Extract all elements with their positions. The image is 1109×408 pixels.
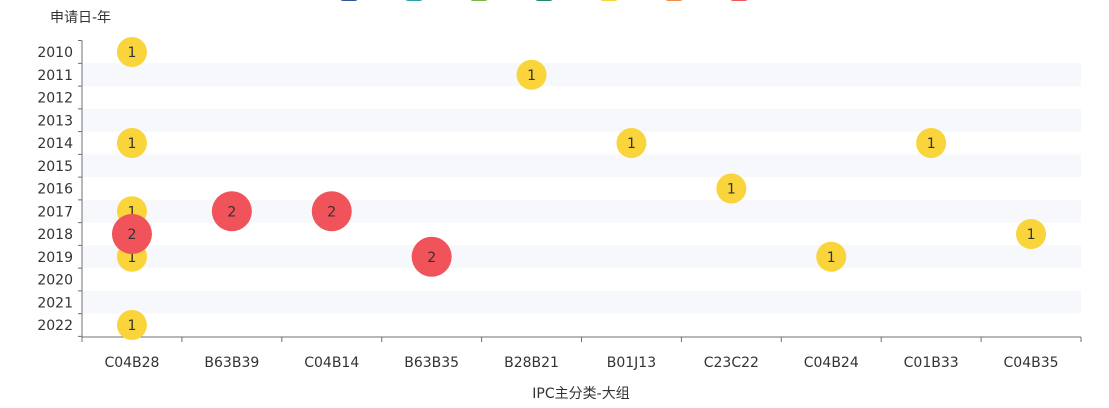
y-tick-label: 2022 <box>37 318 73 334</box>
legend-swatch[interactable] <box>340 0 358 1</box>
data-point[interactable]: 2 <box>112 214 152 254</box>
y-tick-label: 2015 <box>37 159 73 175</box>
y-tick-label: 2012 <box>37 91 73 107</box>
data-point[interactable]: 1 <box>716 174 746 204</box>
legend-swatch[interactable] <box>535 0 553 1</box>
x-tick-label: C23C22 <box>704 355 759 371</box>
grid-band <box>82 63 1081 86</box>
x-tick-label: C04B28 <box>104 355 159 371</box>
data-label: 1 <box>127 45 136 61</box>
y-tick-label: 2011 <box>37 68 73 84</box>
legend-swatch[interactable] <box>665 0 683 1</box>
data-point[interactable]: 1 <box>117 128 147 158</box>
data-label: 1 <box>627 136 636 152</box>
x-tick-label: C04B14 <box>304 355 359 371</box>
data-label: 1 <box>827 250 836 266</box>
x-axis-label: IPC主分类-大组 <box>532 386 629 402</box>
legend-swatch[interactable] <box>470 0 488 1</box>
data-label: 1 <box>1027 227 1036 243</box>
data-label: 1 <box>527 68 536 84</box>
data-point[interactable]: 1 <box>517 60 547 90</box>
x-tick-label: B28B21 <box>504 355 559 371</box>
y-tick-label: 2019 <box>37 250 73 266</box>
legend-swatch[interactable] <box>600 0 618 1</box>
legend-swatch[interactable] <box>405 0 423 1</box>
data-point[interactable]: 2 <box>412 237 452 277</box>
data-point[interactable]: 1 <box>117 37 147 67</box>
data-label: 2 <box>427 250 436 266</box>
y-tick-label: 2016 <box>37 182 73 198</box>
data-point[interactable]: 1 <box>916 128 946 158</box>
data-label: 1 <box>727 182 736 198</box>
x-tick-label: C04B24 <box>804 355 859 371</box>
legend-swatch[interactable] <box>730 0 748 1</box>
x-tick-label: C04B35 <box>1004 355 1059 371</box>
y-tick-label: 2018 <box>37 227 73 243</box>
data-label: 2 <box>127 227 136 243</box>
data-label: 1 <box>127 136 136 152</box>
data-label: 1 <box>127 318 136 334</box>
grid-band <box>82 245 1081 268</box>
data-label: 2 <box>227 204 236 220</box>
y-axis-label: 申请日-年 <box>50 10 111 26</box>
x-tick-label: B01J13 <box>607 355 656 371</box>
data-point[interactable]: 2 <box>212 191 252 231</box>
data-label: 2 <box>327 204 336 220</box>
y-tick-label: 2014 <box>37 136 73 152</box>
data-point[interactable]: 1 <box>1016 219 1046 249</box>
legend[interactable] <box>340 0 748 1</box>
x-tick-label: C01B33 <box>904 355 959 371</box>
y-tick-label: 2010 <box>37 45 73 61</box>
x-tick-label: B63B39 <box>204 355 259 371</box>
x-tick-label: B63B35 <box>404 355 459 371</box>
data-point[interactable]: 1 <box>117 310 147 340</box>
y-tick-label: 2021 <box>37 295 73 311</box>
y-tick-label: 2017 <box>37 204 73 220</box>
y-tick-label: 2020 <box>37 273 73 289</box>
y-tick-label: 2013 <box>37 113 73 129</box>
data-point[interactable]: 1 <box>616 128 646 158</box>
data-point[interactable]: 2 <box>312 191 352 231</box>
grid-bands <box>82 63 1081 313</box>
grid-band <box>82 291 1081 314</box>
data-label: 1 <box>927 136 936 152</box>
data-point[interactable]: 1 <box>816 242 846 272</box>
